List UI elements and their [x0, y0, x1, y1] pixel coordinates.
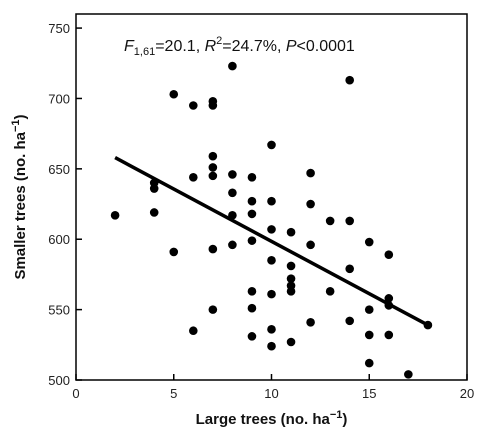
f-subscript: 1,61	[134, 46, 155, 58]
r-letter: R	[205, 38, 217, 55]
data-point	[208, 163, 218, 172]
data-point	[247, 196, 257, 206]
data-point	[286, 227, 296, 237]
f-letter: F	[124, 38, 135, 55]
data-point	[208, 305, 218, 314]
data-point	[169, 247, 179, 257]
data-point	[247, 332, 257, 341]
data-point	[325, 287, 335, 296]
x-axis-ticks: 0 5 10 15 20	[72, 374, 474, 401]
y-tick-label: 650	[48, 162, 70, 177]
data-point	[189, 172, 198, 182]
data-points	[110, 61, 433, 379]
data-point	[286, 274, 296, 283]
data-point	[384, 301, 394, 310]
p-letter: P	[286, 38, 297, 55]
data-point	[384, 250, 394, 260]
data-point	[384, 294, 394, 303]
data-point	[325, 216, 335, 226]
data-point	[364, 305, 374, 314]
data-point	[228, 170, 237, 179]
y-tick-label: 750	[48, 21, 70, 36]
x-axis-title: Large trees (no. ha−1)	[196, 409, 348, 428]
y-tick-label: 500	[48, 373, 70, 388]
data-point	[247, 236, 257, 245]
y-axis-ticks: 500 550 600 650 700 750	[48, 21, 82, 388]
data-point	[286, 337, 296, 347]
data-point	[345, 75, 355, 85]
p-value: <0.0001	[297, 38, 355, 55]
data-point	[247, 303, 257, 313]
data-point	[267, 341, 276, 351]
data-point	[189, 101, 198, 110]
x-axis-title-sup: −1	[330, 409, 343, 421]
data-point	[247, 209, 257, 219]
data-point	[267, 196, 276, 206]
x-tick-label: 15	[362, 386, 376, 401]
data-point	[306, 317, 315, 327]
data-point	[267, 140, 276, 150]
data-point	[228, 61, 237, 71]
data-point	[364, 358, 374, 368]
data-point	[228, 188, 237, 198]
y-axis-title-close: )	[12, 114, 29, 119]
x-tick-label: 10	[264, 386, 278, 401]
y-tick-label: 550	[48, 303, 70, 318]
data-point	[149, 208, 159, 217]
regression-line	[114, 156, 429, 327]
f-value: =20.1,	[155, 38, 204, 55]
data-point	[306, 168, 315, 178]
y-axis-title: Smaller trees (no. ha−1)	[10, 114, 29, 279]
data-point	[228, 211, 237, 220]
data-point	[208, 151, 218, 161]
r-value: =24.7%,	[222, 38, 286, 55]
data-point	[228, 240, 237, 250]
data-point	[423, 320, 433, 330]
data-point	[306, 240, 315, 250]
data-point	[267, 325, 276, 334]
x-tick-label: 5	[170, 386, 177, 401]
x-tick-label: 0	[72, 386, 79, 401]
x-tick-label: 20	[460, 386, 474, 401]
y-axis-title-text: Smaller trees (no. ha	[12, 131, 29, 279]
data-point	[404, 370, 413, 379]
data-point	[247, 287, 257, 296]
data-point	[364, 330, 374, 340]
data-point	[306, 199, 315, 209]
data-point	[247, 172, 257, 182]
data-point	[267, 256, 276, 265]
data-point	[208, 101, 218, 110]
data-point	[384, 330, 394, 340]
data-point	[208, 244, 218, 254]
x-axis-title-close: )	[342, 411, 347, 428]
data-point	[169, 89, 179, 99]
y-tick-label: 700	[48, 91, 70, 106]
data-point	[110, 211, 120, 220]
data-point	[345, 216, 355, 226]
x-axis-title-text: Large trees (no. ha	[196, 411, 331, 428]
data-point	[286, 261, 296, 271]
data-point	[149, 184, 159, 193]
data-point	[345, 316, 355, 326]
data-point	[267, 289, 276, 299]
data-point	[345, 264, 355, 274]
y-tick-label: 600	[48, 232, 70, 247]
data-point	[364, 237, 374, 247]
y-axis-title-sup: −1	[10, 119, 22, 132]
stats-annotation: F1,61=20.1, R2=24.7%, P<0.0001	[124, 35, 355, 58]
data-point	[189, 326, 198, 336]
data-point	[267, 225, 276, 234]
data-point	[286, 287, 296, 296]
data-point	[208, 171, 218, 181]
r-superscript: 2	[216, 35, 222, 47]
